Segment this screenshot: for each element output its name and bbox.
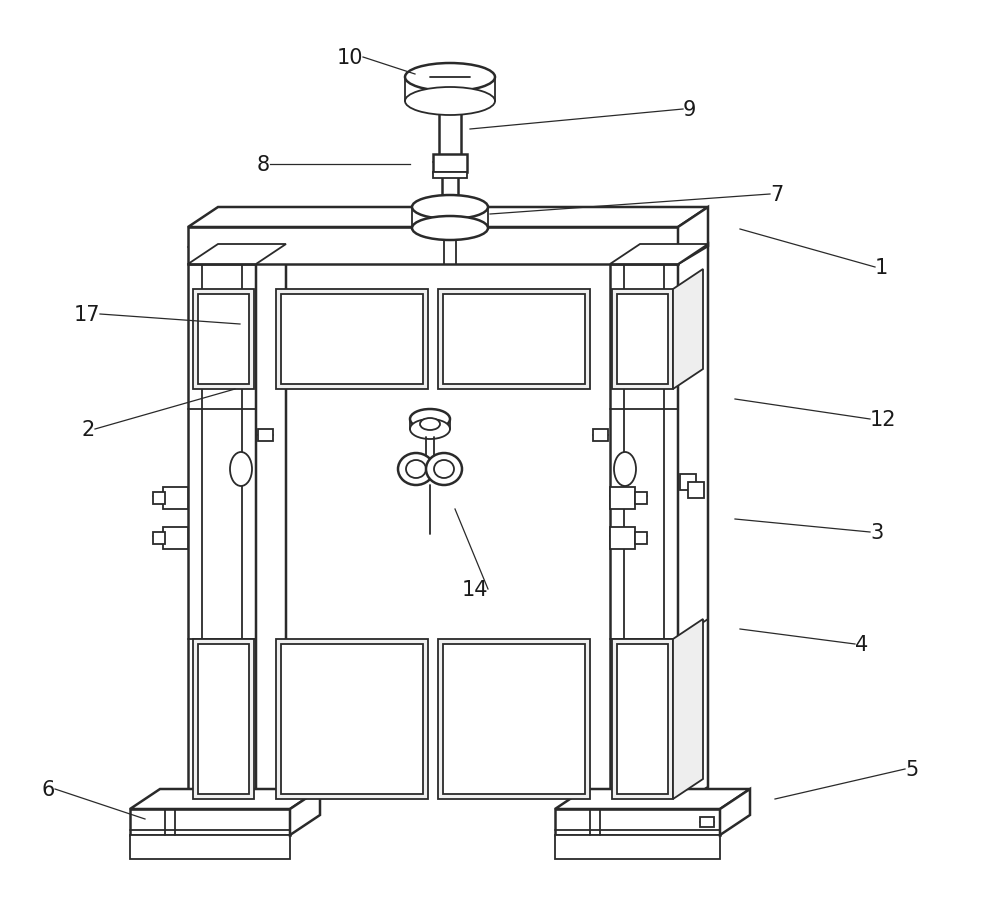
Text: 8: 8 [257,154,270,175]
Polygon shape [281,295,423,384]
Polygon shape [443,295,585,384]
Ellipse shape [412,196,488,220]
Bar [688,482,704,498]
Text: 1: 1 [875,257,888,278]
Ellipse shape [412,217,488,241]
Text: 12: 12 [870,410,896,429]
Polygon shape [610,244,708,265]
Text: 4: 4 [855,634,868,654]
Polygon shape [610,265,678,807]
Ellipse shape [614,452,636,486]
Polygon shape [188,265,256,807]
Ellipse shape [405,88,495,116]
Bar [635,532,647,544]
Polygon shape [198,644,249,794]
Text: 2: 2 [82,420,95,439]
Bar [680,474,696,491]
Bar [610,487,635,509]
Polygon shape [612,289,673,390]
Text: 6: 6 [42,779,55,800]
Bar [163,528,188,550]
Polygon shape [193,640,254,800]
Text: 3: 3 [870,522,883,542]
Text: 5: 5 [905,759,918,779]
Text: 9: 9 [683,100,696,119]
Polygon shape [188,208,708,228]
Ellipse shape [406,460,426,479]
Polygon shape [130,809,290,835]
Polygon shape [673,619,703,800]
Polygon shape [720,789,750,835]
Polygon shape [130,835,290,859]
Bar [433,154,467,173]
Polygon shape [673,269,703,390]
Polygon shape [555,809,720,835]
Polygon shape [678,244,708,807]
Bar [153,532,165,544]
Text: 17: 17 [74,305,100,324]
Bar [593,429,608,441]
Text: 7: 7 [770,185,783,205]
Polygon shape [193,289,254,390]
Polygon shape [256,244,286,807]
Ellipse shape [434,460,454,479]
Bar [610,528,635,550]
Polygon shape [438,640,590,800]
Polygon shape [290,789,320,835]
Polygon shape [678,208,708,265]
Polygon shape [276,289,428,390]
Polygon shape [281,644,423,794]
Ellipse shape [410,420,450,439]
Bar [258,429,273,441]
Polygon shape [555,789,750,809]
Ellipse shape [405,64,495,92]
Bar [433,173,467,179]
Bar [153,493,165,505]
Ellipse shape [420,418,440,430]
Ellipse shape [410,410,450,429]
Bar [635,493,647,505]
Polygon shape [188,244,286,265]
Text: 10: 10 [337,48,363,68]
Ellipse shape [230,452,252,486]
Polygon shape [555,835,720,859]
Polygon shape [612,640,673,800]
Polygon shape [198,295,249,384]
Polygon shape [130,789,320,809]
Text: 14: 14 [462,579,488,599]
Polygon shape [617,644,668,794]
Polygon shape [188,228,678,265]
Bar [700,817,714,827]
Polygon shape [276,640,428,800]
Ellipse shape [398,453,434,485]
Bar [163,487,188,509]
Polygon shape [438,289,590,390]
Polygon shape [617,295,668,384]
Polygon shape [443,644,585,794]
Ellipse shape [426,453,462,485]
